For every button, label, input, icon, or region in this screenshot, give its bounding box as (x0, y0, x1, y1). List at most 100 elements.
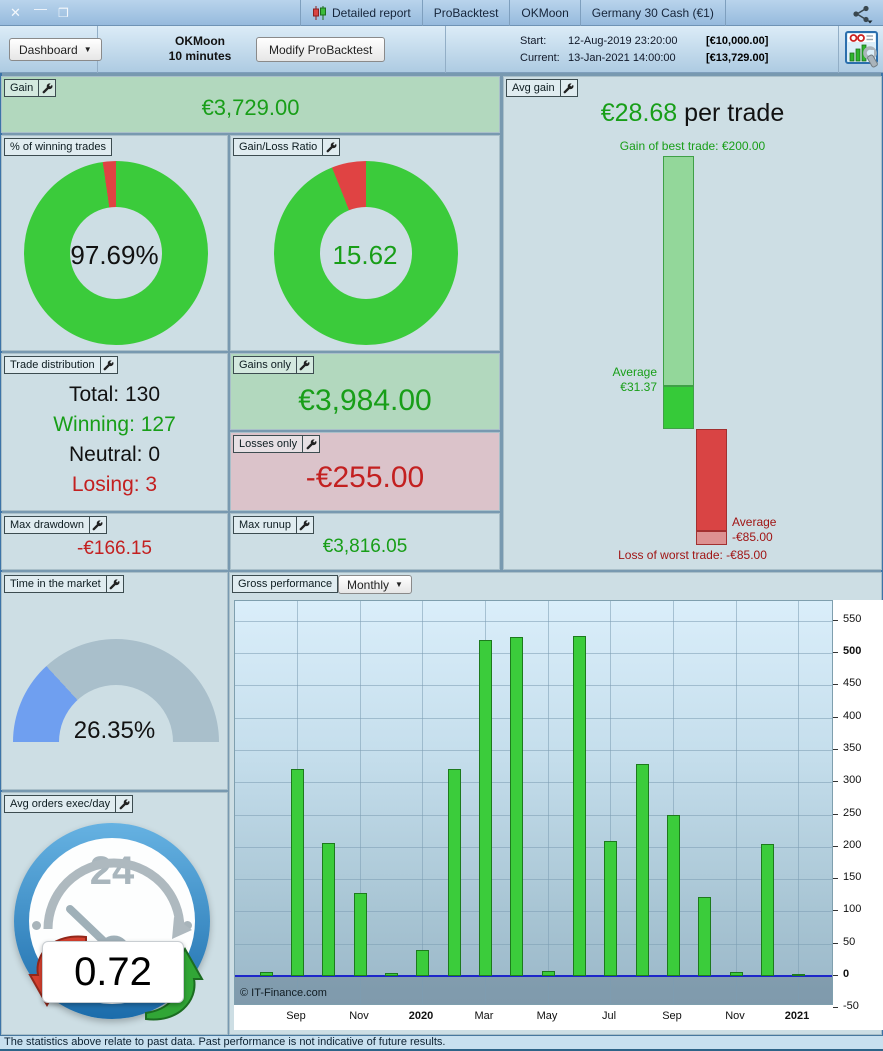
chart-bar-nov-2020 (730, 972, 743, 976)
winning-trades-donut (24, 161, 208, 345)
tab-probacktest[interactable]: ProBacktest (423, 0, 511, 26)
y-tick-label: 450 (843, 677, 862, 689)
avg-orders-value: 0.72 (42, 941, 184, 1003)
winning-trades-value: 97.69% (70, 240, 159, 270)
minimize-icon[interactable]: — (34, 1, 47, 16)
avg-orders-header: Avg orders exec/day (4, 795, 134, 813)
tab-instrument[interactable]: Germany 30 Cash (€1) (581, 0, 726, 26)
y-tick-mark (833, 975, 838, 976)
chart-bar-nov-2019 (354, 893, 367, 976)
y-tick-label: 250 (843, 807, 862, 819)
worst-trade-label: Loss of worst trade: -€85.00 (618, 548, 767, 562)
x-tick-label: Nov (349, 1010, 369, 1022)
x-tick-label: Sep (662, 1010, 682, 1022)
y-tick-mark (833, 846, 838, 847)
max-drawdown-value: -€166.15 (76, 538, 152, 559)
gains-only-panel: Gains only €3,984.00 (230, 353, 500, 430)
wrench-icon[interactable] (559, 80, 577, 96)
x-tick-label: 2020 (408, 1010, 434, 1022)
max-drawdown-label: Max drawdown (10, 519, 84, 531)
tab-label: Germany 30 Cash (€1) (591, 6, 714, 20)
y-tick-mark (833, 749, 838, 750)
x-tick-label: May (536, 1010, 558, 1022)
gridline-vertical (673, 601, 674, 1004)
window-right-border (881, 73, 883, 1035)
avg-loss-label-text: Average (732, 515, 777, 529)
avg-gain-headline: €28.68 per trade (504, 99, 881, 128)
wrench-icon[interactable] (88, 517, 106, 533)
trade-distribution-header: Trade distribution (4, 356, 118, 374)
trade-distribution-list: Total: 130 Winning: 127 Neutral: 0 Losin… (2, 380, 227, 500)
avg-gain-label: Avg gain (512, 82, 555, 94)
gridline-vertical (798, 601, 799, 1004)
losses-only-value: -€255.00 (305, 461, 425, 494)
account-summary: Start: 12-Aug-2019 23:20:00 [€10,000.00]… (520, 33, 768, 67)
wrench-icon[interactable] (105, 576, 123, 592)
chart-x-axis: Sep Nov 2020 Mar May Jul Sep Nov 2021 (234, 1005, 833, 1030)
losses-only-label: Losses only (239, 438, 298, 450)
avg-gain-bar-above-average (663, 156, 694, 387)
chart-bar-oct-2020 (698, 897, 711, 976)
up-arrow-icon (145, 946, 204, 1021)
x-tick-label: Mar (474, 1010, 494, 1022)
y-tick-label: 0 (843, 968, 850, 980)
y-tick-label: -50 (843, 1000, 859, 1012)
gain-panel: Gain €3,729.00 (1, 76, 500, 133)
gridline-horizontal (235, 621, 832, 622)
best-trade-label: Gain of best trade: €200.00 (619, 139, 766, 153)
avg-gain-panel: Avg gain €28.68 per trade Gain of best t… (503, 76, 882, 570)
start-amount: [€10,000.00] (706, 35, 769, 47)
close-icon[interactable]: ✕ (10, 5, 21, 20)
wrench-icon[interactable] (295, 357, 313, 373)
y-tick-mark (833, 652, 838, 653)
gross-performance-header: Gross performance (232, 575, 339, 593)
gridline-horizontal (235, 847, 832, 848)
gridline-vertical (736, 601, 737, 1004)
trade-distribution-label: Trade distribution (10, 359, 95, 371)
y-tick-label: 350 (843, 742, 862, 754)
chart-y-axis: -50 0 50 100 150 200 250 300 350 400 450 500 550 (833, 600, 883, 1030)
y-tick-label: 50 (843, 936, 856, 948)
avg-loss-value: -€85.00 (732, 530, 773, 544)
gridline-horizontal (235, 685, 832, 686)
avg-win-value: €31.37 (620, 380, 657, 394)
y-tick-mark (833, 620, 838, 621)
total-trades: Total: 130 (68, 383, 161, 406)
max-runup-value: €3,816.05 (322, 536, 408, 557)
candlestick-icon (313, 6, 326, 20)
strategy-timeframe: 10 minutes (168, 49, 232, 63)
max-drawdown-panel: Max drawdown -€166.15 (1, 513, 228, 570)
avg-loss-bar (696, 429, 727, 532)
report-settings-icon[interactable] (845, 31, 879, 74)
chevron-down-icon: ▼ (395, 580, 403, 589)
tab-detailed-report[interactable]: Detailed report (300, 0, 423, 26)
dashboard-dropdown[interactable]: Dashboard ▼ (9, 38, 102, 61)
wrench-icon[interactable] (302, 436, 319, 452)
wrench-icon[interactable] (295, 517, 313, 533)
y-tick-mark (833, 878, 838, 879)
period-dropdown[interactable]: Monthly ▼ (338, 575, 412, 594)
wrench-icon[interactable] (115, 796, 132, 812)
chart-watermark: © IT-Finance.com (240, 987, 327, 999)
gain-loss-ratio-value: 15.62 (332, 240, 398, 270)
wrench-icon[interactable] (322, 139, 339, 155)
time-in-market-label: Time in the market (10, 578, 101, 590)
chart-bar-jun-2020 (573, 636, 586, 976)
wrench-icon[interactable] (99, 357, 117, 373)
wrench-icon[interactable] (38, 80, 55, 96)
donut-hole (70, 207, 162, 299)
winning-trades-header: % of winning trades (4, 138, 112, 156)
share-icon[interactable] (851, 4, 875, 24)
avg-gain-value: €28.68 (600, 99, 678, 127)
tab-label: OKMoon (521, 6, 569, 20)
x-tick-label: Jul (601, 1010, 617, 1022)
strategy-title: OKMoon (175, 34, 225, 48)
gain-loss-ratio-label: Gain/Loss Ratio (239, 141, 318, 153)
gains-only-value: €3,984.00 (298, 384, 432, 417)
gain-panel-header: Gain (4, 79, 57, 97)
maximize-icon[interactable]: ❒ (58, 6, 69, 20)
modify-probacktest-button[interactable]: Modify ProBacktest (256, 37, 386, 62)
time-in-market-value: 26.35% (73, 717, 156, 744)
tab-okmoon[interactable]: OKMoon (510, 0, 581, 26)
current-label: Current: (520, 52, 560, 64)
